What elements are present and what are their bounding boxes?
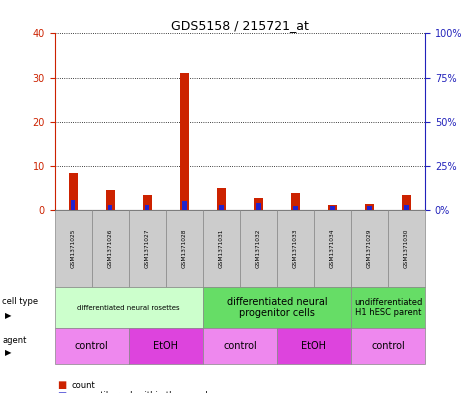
Bar bbox=[254, 198, 263, 210]
Text: percentile rank within the sample: percentile rank within the sample bbox=[71, 391, 213, 393]
Text: control: control bbox=[371, 341, 405, 351]
Bar bbox=[182, 201, 187, 210]
Text: control: control bbox=[75, 341, 109, 351]
Text: GSM1371026: GSM1371026 bbox=[108, 229, 113, 268]
Text: differentiated neural rosettes: differentiated neural rosettes bbox=[77, 305, 180, 310]
Bar bbox=[68, 173, 78, 210]
Bar bbox=[145, 205, 150, 210]
Text: GSM1371031: GSM1371031 bbox=[219, 229, 224, 268]
Bar bbox=[328, 205, 337, 210]
Bar bbox=[219, 205, 224, 210]
Bar bbox=[330, 206, 335, 210]
Bar bbox=[367, 206, 372, 210]
Text: GSM1371034: GSM1371034 bbox=[330, 229, 335, 268]
Text: GSM1371027: GSM1371027 bbox=[145, 229, 150, 268]
Text: ▶: ▶ bbox=[5, 349, 11, 357]
Bar bbox=[402, 195, 411, 210]
Text: differentiated neural
progenitor cells: differentiated neural progenitor cells bbox=[227, 297, 327, 318]
Text: EtOH: EtOH bbox=[153, 341, 178, 351]
Bar bbox=[105, 190, 115, 210]
Text: GSM1371025: GSM1371025 bbox=[71, 229, 76, 268]
Bar bbox=[404, 205, 409, 210]
Bar bbox=[293, 206, 298, 210]
Text: GSM1371033: GSM1371033 bbox=[293, 229, 298, 268]
Text: control: control bbox=[223, 341, 257, 351]
Text: GSM1371032: GSM1371032 bbox=[256, 229, 261, 268]
Bar bbox=[180, 73, 189, 210]
Bar bbox=[291, 193, 300, 210]
Text: ■: ■ bbox=[57, 391, 66, 393]
Text: GSM1371029: GSM1371029 bbox=[367, 229, 372, 268]
Text: undifferentiated
H1 hESC parent: undifferentiated H1 hESC parent bbox=[354, 298, 422, 317]
Bar bbox=[71, 200, 76, 210]
Bar bbox=[365, 204, 374, 210]
Text: cell type: cell type bbox=[2, 297, 38, 306]
Text: agent: agent bbox=[2, 336, 27, 345]
Text: count: count bbox=[71, 381, 95, 389]
Text: GSM1371030: GSM1371030 bbox=[404, 229, 409, 268]
Text: ▶: ▶ bbox=[5, 311, 11, 320]
Bar bbox=[142, 195, 152, 210]
Text: GSM1371028: GSM1371028 bbox=[182, 229, 187, 268]
Bar bbox=[108, 205, 113, 210]
Title: GDS5158 / 215721_at: GDS5158 / 215721_at bbox=[171, 19, 309, 32]
Bar bbox=[256, 203, 261, 210]
Bar bbox=[217, 188, 226, 210]
Text: EtOH: EtOH bbox=[302, 341, 326, 351]
Text: ■: ■ bbox=[57, 380, 66, 390]
